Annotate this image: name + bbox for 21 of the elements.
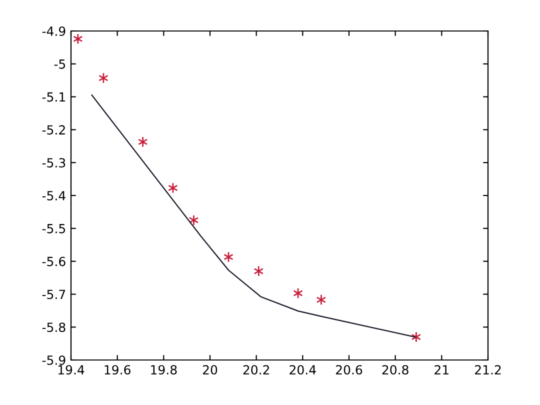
y-tick-label: -5.8 [42,322,66,332]
y-tick-label: -5.7 [42,290,66,300]
x-tick-label: 20.4 [290,365,316,375]
y-tick-label: -5.9 [42,355,66,365]
x-tick-label: 21 [434,365,448,374]
y-tick-label: -4.9 [42,26,66,36]
x-tick-label: 20.8 [382,365,408,375]
y-tick-label: -5.1 [42,92,65,102]
y-tick-label: -5 [54,60,66,69]
y-tick-label: -5.2 [42,125,65,135]
x-tick-label: 20.2 [243,365,269,375]
y-tick-label: -5.6 [42,256,66,266]
x-tick-label: 19.6 [104,365,130,375]
x-tick-label: 21.2 [475,365,501,374]
y-tick-label: -5.5 [42,224,66,234]
x-tick-label: 19.4 [58,365,84,375]
x-tick-label: 20 [202,365,218,375]
y-tick-label: -5.3 [42,158,66,168]
x-tick-label: 19.8 [151,365,177,375]
y-tick-label: -5.4 [42,191,66,200]
x-tick-label: 20.6 [336,365,362,375]
